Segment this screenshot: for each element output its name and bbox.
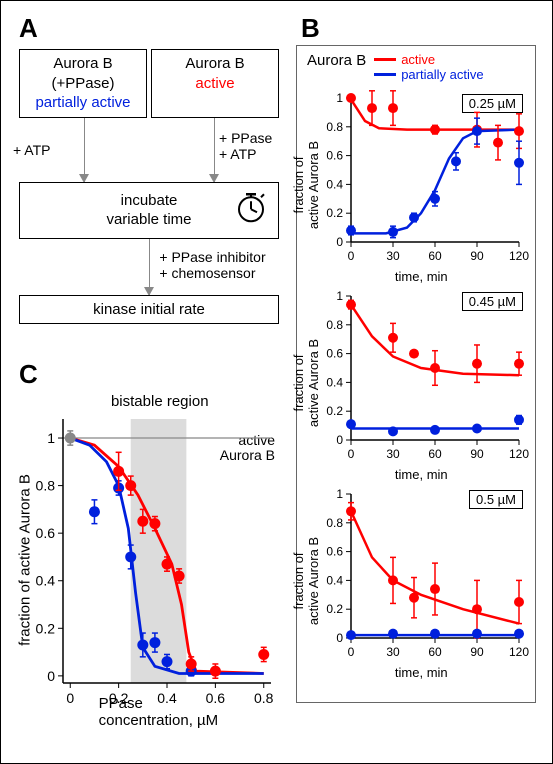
- svg-text:0.2: 0.2: [109, 690, 129, 706]
- svg-text:60: 60: [428, 447, 442, 461]
- panel-label-b: B: [301, 13, 320, 44]
- svg-text:0.6: 0.6: [326, 149, 343, 163]
- box1-line2: partially active: [35, 94, 130, 111]
- svg-text:0.4: 0.4: [326, 375, 343, 389]
- arrow2-label1: + PPase: [219, 130, 272, 146]
- svg-text:0.2: 0.2: [326, 602, 343, 616]
- svg-text:1: 1: [336, 91, 343, 105]
- mini-chart-2: fraction ofactive Aurora Btime, min0.5 µ…: [301, 486, 531, 676]
- svg-text:0.2: 0.2: [326, 206, 343, 220]
- clock-icon: [234, 190, 268, 230]
- svg-text:1: 1: [336, 289, 343, 303]
- arrow2-label2: + ATP: [219, 146, 256, 162]
- svg-text:0: 0: [336, 235, 343, 249]
- svg-text:0: 0: [66, 690, 74, 706]
- panel-b-legend: Aurora B active partially active: [301, 52, 531, 82]
- svg-text:0.4: 0.4: [326, 177, 343, 191]
- svg-text:90: 90: [470, 645, 484, 659]
- flowchart-box-1: Aurora B (+PPase) partially active: [19, 49, 147, 118]
- box4-text: kinase initial rate: [93, 301, 205, 318]
- box2-line1: Aurora B: [185, 55, 244, 72]
- svg-text:30: 30: [386, 249, 400, 263]
- panel-label-a: A: [19, 13, 38, 44]
- arrow1-label: + ATP: [13, 142, 50, 158]
- legend-active: active: [374, 52, 483, 67]
- svg-text:0.8: 0.8: [326, 318, 343, 332]
- svg-text:0.4: 0.4: [157, 690, 177, 706]
- flowchart-box-3: incubate variable time: [19, 182, 279, 239]
- flowchart-arrows-2: + PPase inhibitor + chemosensor: [19, 239, 279, 295]
- svg-text:1: 1: [47, 430, 55, 446]
- svg-text:0.6: 0.6: [36, 525, 56, 541]
- flowchart-box-2: Aurora B active: [151, 49, 279, 118]
- svg-text:120: 120: [509, 645, 529, 659]
- arrow3-label2: + chemosensor: [159, 265, 255, 281]
- svg-text:120: 120: [509, 447, 529, 461]
- svg-text:0.6: 0.6: [326, 545, 343, 559]
- box2-line2: active: [195, 75, 234, 92]
- svg-text:0.8: 0.8: [326, 516, 343, 530]
- svg-text:0: 0: [47, 668, 55, 684]
- mini-chart-1: fraction ofactive Aurora Btime, min0.45 …: [301, 288, 531, 478]
- svg-text:0: 0: [348, 447, 355, 461]
- svg-text:0.2: 0.2: [326, 404, 343, 418]
- svg-text:90: 90: [470, 249, 484, 263]
- svg-text:60: 60: [428, 249, 442, 263]
- svg-text:30: 30: [386, 645, 400, 659]
- svg-text:0.6: 0.6: [326, 347, 343, 361]
- svg-text:1: 1: [336, 487, 343, 501]
- panel-c-chart: bistable region fraction of active Auror…: [19, 395, 281, 725]
- svg-text:0.8: 0.8: [326, 120, 343, 134]
- arrow3-label1: + PPase inhibitor: [159, 249, 265, 265]
- svg-text:0: 0: [336, 433, 343, 447]
- svg-text:120: 120: [509, 249, 529, 263]
- svg-text:90: 90: [470, 447, 484, 461]
- mini-chart-0: fraction ofactive Aurora Btime, min0.25 …: [301, 90, 531, 280]
- flowchart: Aurora B (+PPase) partially active Auror…: [19, 49, 279, 324]
- panel-label-c: C: [19, 359, 38, 390]
- svg-text:0: 0: [348, 645, 355, 659]
- svg-text:0.2: 0.2: [36, 620, 56, 636]
- legend-title: Aurora B: [307, 52, 366, 69]
- box3-line1: incubate: [121, 192, 178, 209]
- box1-line1: Aurora B (+PPase): [52, 55, 115, 92]
- svg-text:0: 0: [336, 631, 343, 645]
- panel-b-container: Aurora B active partially active fractio…: [296, 45, 536, 703]
- flowchart-row-1: Aurora B (+PPase) partially active Auror…: [19, 49, 279, 118]
- flowchart-arrows-1: + ATP + PPase + ATP: [19, 118, 279, 182]
- svg-text:0.6: 0.6: [206, 690, 226, 706]
- svg-text:0.8: 0.8: [36, 478, 56, 494]
- box3-line2: variable time: [106, 211, 191, 228]
- legend-partial: partially active: [374, 67, 483, 82]
- svg-text:0.8: 0.8: [254, 690, 274, 706]
- svg-text:0.4: 0.4: [326, 573, 343, 587]
- svg-text:0.4: 0.4: [36, 573, 56, 589]
- svg-text:0: 0: [348, 249, 355, 263]
- svg-text:30: 30: [386, 447, 400, 461]
- flowchart-box-4: kinase initial rate: [19, 295, 279, 325]
- svg-text:60: 60: [428, 645, 442, 659]
